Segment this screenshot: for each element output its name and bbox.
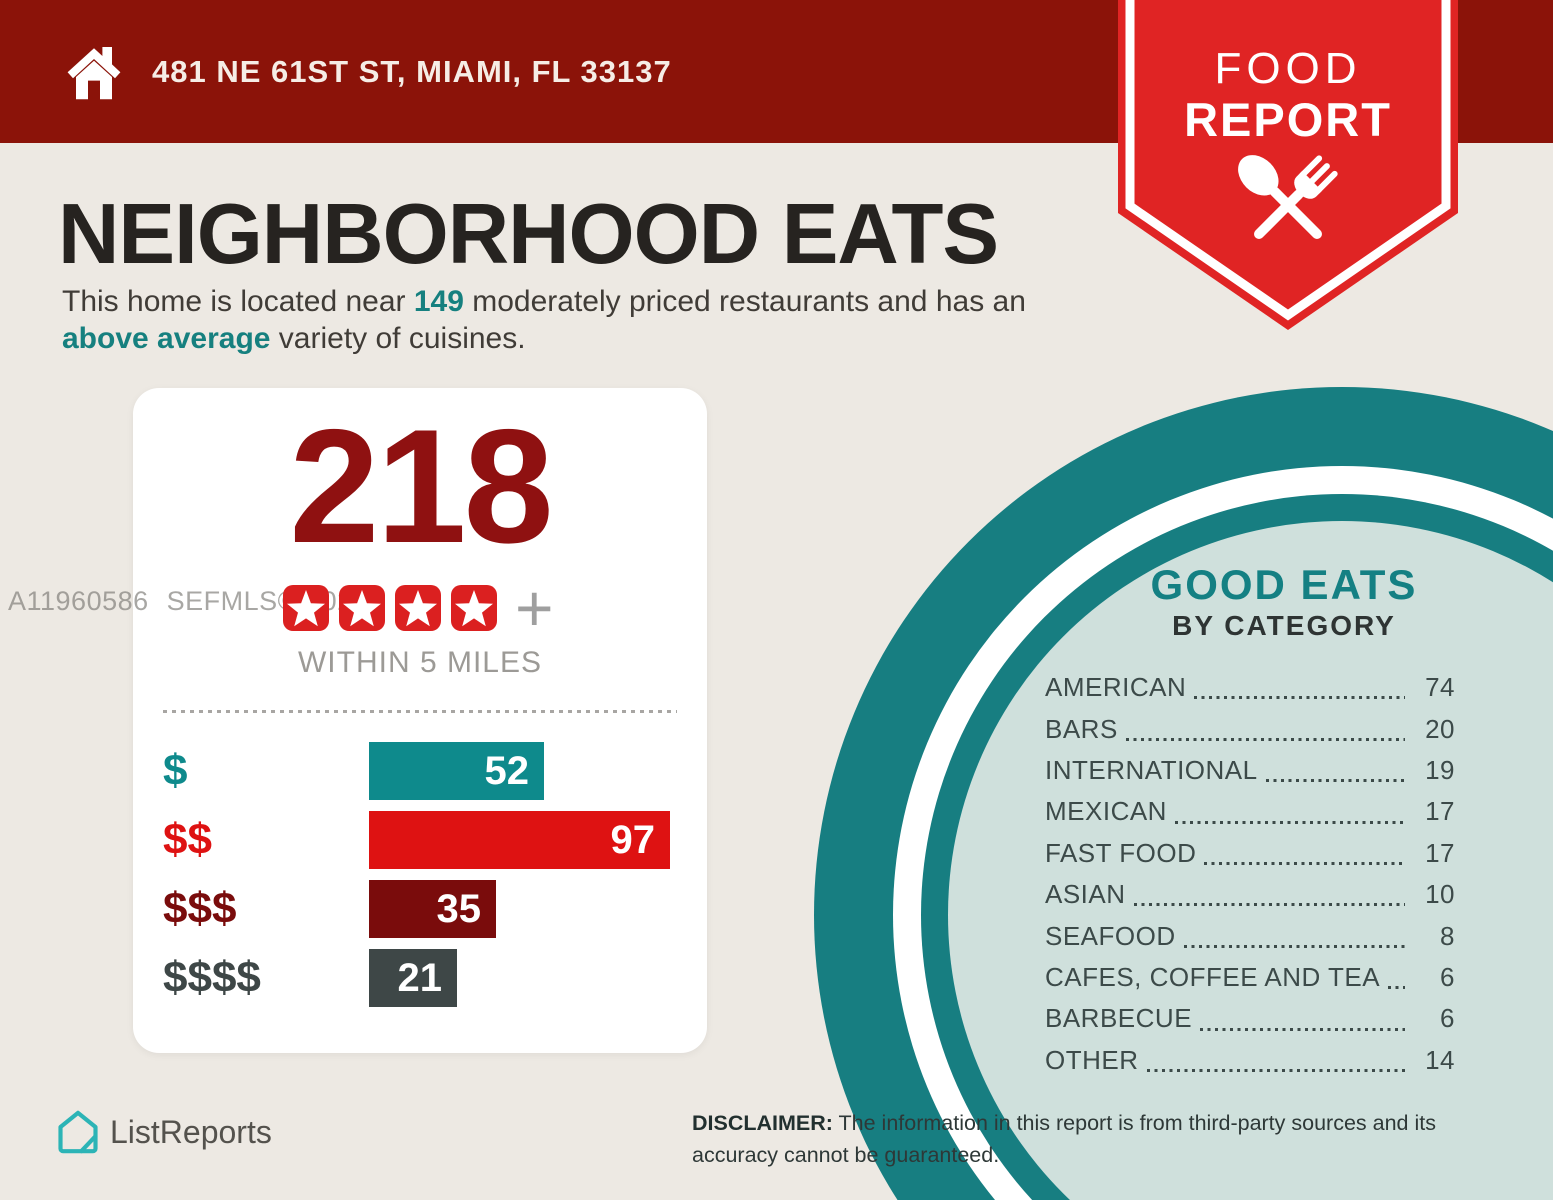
page-title: NEIGHBORHOOD EATS — [58, 187, 999, 282]
subtitle-text: variety of cuisines. — [270, 322, 526, 355]
category-value: 6 — [1440, 961, 1455, 992]
mls-copyright: SEFMLS© 2026 — [166, 586, 369, 616]
price-tier-value: 97 — [610, 817, 656, 862]
category-value: 19 — [1425, 754, 1455, 785]
dashed-divider — [163, 710, 677, 713]
food-report-badge — [1118, 0, 1458, 330]
category-value: 74 — [1425, 672, 1455, 703]
badge-title-line2: REPORT — [1184, 93, 1392, 146]
radius-caption: WITHIN 5 MILES — [297, 646, 543, 679]
price-tier-bar: 21 — [369, 949, 457, 1007]
price-tier-value: 52 — [484, 748, 530, 793]
subtitle-text: moderately priced restaurants and has an — [463, 285, 1026, 318]
category-row: MEXICAN 17 — [1045, 791, 1455, 832]
badge-title-line1: FOOD — [1214, 44, 1362, 93]
category-label: INTERNATIONAL — [1045, 754, 1258, 785]
category-value: 6 — [1440, 1003, 1455, 1034]
category-list: AMERICAN 74 BARS 20 INTERNATIONAL 19 MEX… — [1045, 667, 1455, 1081]
category-label: SEAFOOD — [1045, 920, 1176, 951]
price-tier-label: $$$$ — [163, 953, 261, 1002]
dotted-leader — [1133, 903, 1405, 907]
crossed-utensils-icon — [1238, 155, 1338, 239]
dotted-leader — [1204, 861, 1405, 865]
price-tier-bar: 97 — [369, 811, 670, 869]
variety-highlight: above average — [62, 322, 271, 355]
price-tier-label: $$$ — [163, 884, 237, 933]
category-value: 14 — [1425, 1044, 1455, 1075]
total-restaurants: 218 — [289, 396, 553, 577]
category-row: BARS 20 — [1045, 708, 1455, 749]
disclaimer-label: DISCLAIMER: — [692, 1111, 833, 1135]
category-label: CAFES, COFFEE AND TEA — [1045, 961, 1381, 992]
price-tier-bar: 35 — [369, 880, 496, 938]
star-icon — [283, 585, 329, 631]
price-tier-bar: 52 — [369, 742, 544, 800]
plus-icon: + — [515, 571, 554, 645]
category-value: 10 — [1425, 879, 1455, 910]
dotted-leader — [1146, 1068, 1405, 1072]
dotted-leader — [1183, 944, 1405, 948]
category-row: ASIAN 10 — [1045, 874, 1455, 915]
price-tier-value: 35 — [436, 886, 482, 931]
good-eats-title: GOOD EATS — [1150, 561, 1418, 608]
category-row: BARBECUE 6 — [1045, 998, 1455, 1039]
restaurant-stats-card: 218 + WITHIN 5 MILES $ 52 $$ 97 $$$ — [133, 388, 707, 1053]
listreports-brand: ListReports — [58, 1110, 272, 1154]
dotted-leader — [1265, 779, 1405, 783]
category-label: BARS — [1045, 713, 1118, 744]
category-row: OTHER 14 — [1045, 1040, 1455, 1081]
category-label: FAST FOOD — [1045, 837, 1197, 868]
page-subtitle: This home is located near 149 moderately… — [62, 283, 1072, 357]
mls-watermark: A11960586 SEFMLS© 2026 — [8, 586, 368, 617]
price-tier-value: 21 — [397, 955, 443, 1000]
property-address: 481 NE 61ST ST, MIAMI, FL 33137 — [152, 53, 672, 89]
price-tier-row: $$$$ 21 — [133, 949, 707, 1007]
disclaimer: DISCLAIMER: The information in this repo… — [692, 1108, 1492, 1171]
restaurant-count: 149 — [413, 285, 464, 318]
star-rating: + — [283, 571, 554, 645]
good-eats-subtitle: BY CATEGORY — [1172, 610, 1396, 641]
star-icon — [395, 585, 441, 631]
price-tier-row: $ 52 — [133, 742, 707, 800]
price-tier-label: $ — [163, 746, 188, 795]
category-row: CAFES, COFFEE AND TEA 6 — [1045, 957, 1455, 998]
dotted-leader — [1194, 696, 1405, 700]
category-label: BARBECUE — [1045, 1003, 1193, 1034]
dotted-leader — [1174, 820, 1405, 824]
category-label: AMERICAN — [1045, 672, 1187, 703]
price-tier-row: $$$ 35 — [133, 880, 707, 938]
dotted-leader — [1388, 986, 1405, 990]
category-label: MEXICAN — [1045, 796, 1167, 827]
disclaimer-text: The information in this report is from t… — [692, 1111, 1436, 1167]
category-row: AMERICAN 74 — [1045, 667, 1455, 708]
category-label: ASIAN — [1045, 879, 1126, 910]
category-label: OTHER — [1045, 1044, 1139, 1075]
mls-listing-id: A11960586 — [8, 586, 149, 616]
star-icon — [339, 585, 385, 631]
category-row: SEAFOOD 8 — [1045, 915, 1455, 956]
listreports-logo-text: ListReports — [110, 1113, 272, 1150]
price-tier-row: $$ 97 — [133, 811, 707, 869]
listreports-logo-icon — [58, 1110, 98, 1154]
category-value: 8 — [1440, 920, 1455, 951]
dotted-leader — [1200, 1027, 1405, 1031]
category-row: INTERNATIONAL 19 — [1045, 750, 1455, 791]
category-value: 17 — [1425, 837, 1455, 868]
home-icon — [67, 47, 121, 100]
category-row: FAST FOOD 17 — [1045, 833, 1455, 874]
category-value: 17 — [1425, 796, 1455, 827]
dotted-leader — [1125, 737, 1405, 741]
subtitle-text: This home is located near — [62, 285, 414, 318]
category-value: 20 — [1425, 713, 1455, 744]
price-tier-label: $$ — [163, 815, 212, 864]
star-icon — [451, 585, 497, 631]
